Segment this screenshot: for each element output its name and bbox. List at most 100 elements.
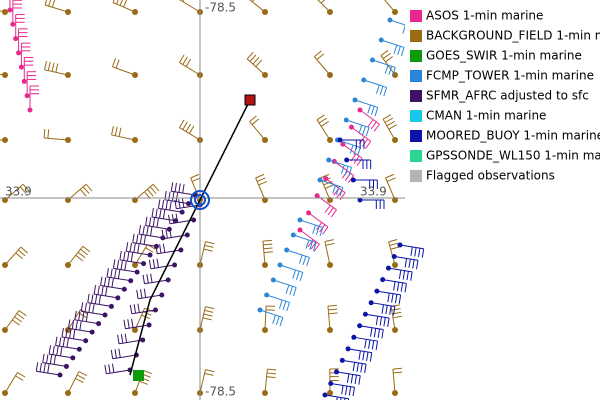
barb-tick [298, 254, 303, 264]
barb-tick [129, 304, 133, 314]
barb-tick [414, 247, 417, 257]
barb-dot [2, 262, 8, 268]
obs-dot [339, 357, 345, 363]
barb-tick [120, 334, 124, 344]
barb-tick [79, 321, 82, 331]
obs-dot [334, 369, 340, 375]
barb-tick [315, 226, 320, 235]
barb-tick [156, 258, 159, 268]
obs-dot [264, 292, 270, 298]
barb-tick [136, 289, 139, 299]
barb-tick [171, 214, 175, 224]
barb-tick [145, 216, 148, 226]
legend-swatch [410, 70, 422, 82]
barb-tick [374, 107, 379, 117]
barb-tick [358, 350, 361, 360]
barb-tick [385, 56, 393, 63]
barb-tick [392, 315, 402, 319]
barb-tick [205, 241, 215, 245]
barb-tick [380, 49, 389, 56]
obs-dot [378, 37, 384, 43]
legend-label: MOORED_BUOY 1-min marine [426, 129, 600, 143]
barb-tick [393, 281, 396, 291]
barb-tick [114, 126, 118, 136]
barb-tick [15, 375, 24, 381]
legend-label: GOES_SWIR 1-min marine [426, 49, 582, 63]
wind-barbs [0, 0, 425, 400]
barb-tick [14, 316, 23, 323]
barb-tick [108, 364, 111, 374]
barb-tick [319, 227, 324, 237]
barb-tick [142, 225, 145, 235]
obs-dot [343, 117, 349, 123]
barb-stem [67, 309, 81, 331]
barb-stem [144, 279, 169, 285]
barb-dot [2, 327, 8, 333]
barb-tick [188, 125, 195, 134]
barb-tick [165, 200, 168, 210]
obs-dot [10, 21, 16, 27]
barb-tick [384, 117, 394, 123]
barb-tick [82, 186, 90, 194]
barb-tick [262, 239, 272, 242]
barb-tick [162, 243, 166, 253]
barb-stem [111, 134, 136, 141]
barb-tick [106, 267, 109, 278]
barb-tick [330, 209, 337, 218]
barb-tick [137, 303, 140, 313]
barb-tick [388, 66, 393, 75]
obs-dot [352, 97, 358, 103]
barb-tick [324, 239, 334, 243]
obs-dot [140, 337, 146, 343]
barb-tick [370, 327, 373, 337]
barb-dot [65, 137, 71, 143]
barb-stem [106, 369, 131, 375]
obs-dot [290, 232, 296, 238]
barb-tick [385, 173, 395, 179]
barb-tick [382, 52, 391, 60]
barb-tick [364, 364, 367, 374]
barb-tick [396, 282, 400, 292]
barb-tick [79, 188, 87, 197]
barb-tick [178, 199, 181, 209]
barb-tick [400, 282, 404, 292]
barb-tick [392, 67, 396, 77]
barb-tick [278, 299, 283, 309]
barb-dot [392, 327, 398, 333]
barb-tick [15, 252, 23, 260]
crosshair-label: 33.9 [5, 185, 32, 199]
barb-tick [299, 272, 304, 282]
barb-tick [114, 349, 117, 359]
barb-tick [362, 351, 365, 361]
barb-tick [112, 259, 116, 269]
barb-tick [371, 340, 375, 350]
barb-tick [416, 260, 419, 270]
barb-tick [352, 362, 356, 372]
barb-stem [131, 309, 156, 315]
obs-dot [357, 197, 363, 203]
barb-tick [76, 374, 86, 380]
barb-tick [46, 354, 49, 364]
barb-tick [387, 293, 390, 303]
barb-tick [370, 106, 375, 115]
barb-tick [71, 320, 75, 330]
barb-tick [48, 0, 52, 7]
barb-stem [333, 161, 354, 176]
barb-tick [175, 213, 179, 223]
barb-tick [279, 317, 284, 327]
barb-tick [87, 293, 90, 303]
barb-dot [262, 9, 268, 15]
barb-tick [246, 51, 254, 60]
barb-tick [306, 257, 310, 267]
barb-tick [116, 0, 119, 5]
obs-dot [297, 217, 303, 223]
barb-tick [146, 188, 154, 197]
barb-tick [203, 248, 213, 252]
barb-tick [138, 225, 142, 235]
crosshair-label: -78.5 [205, 1, 236, 15]
obs-dot [326, 157, 332, 163]
barb-tick [205, 306, 215, 310]
barb-tick [149, 186, 157, 194]
obs-dot [63, 363, 69, 369]
barb-tick [125, 242, 129, 252]
